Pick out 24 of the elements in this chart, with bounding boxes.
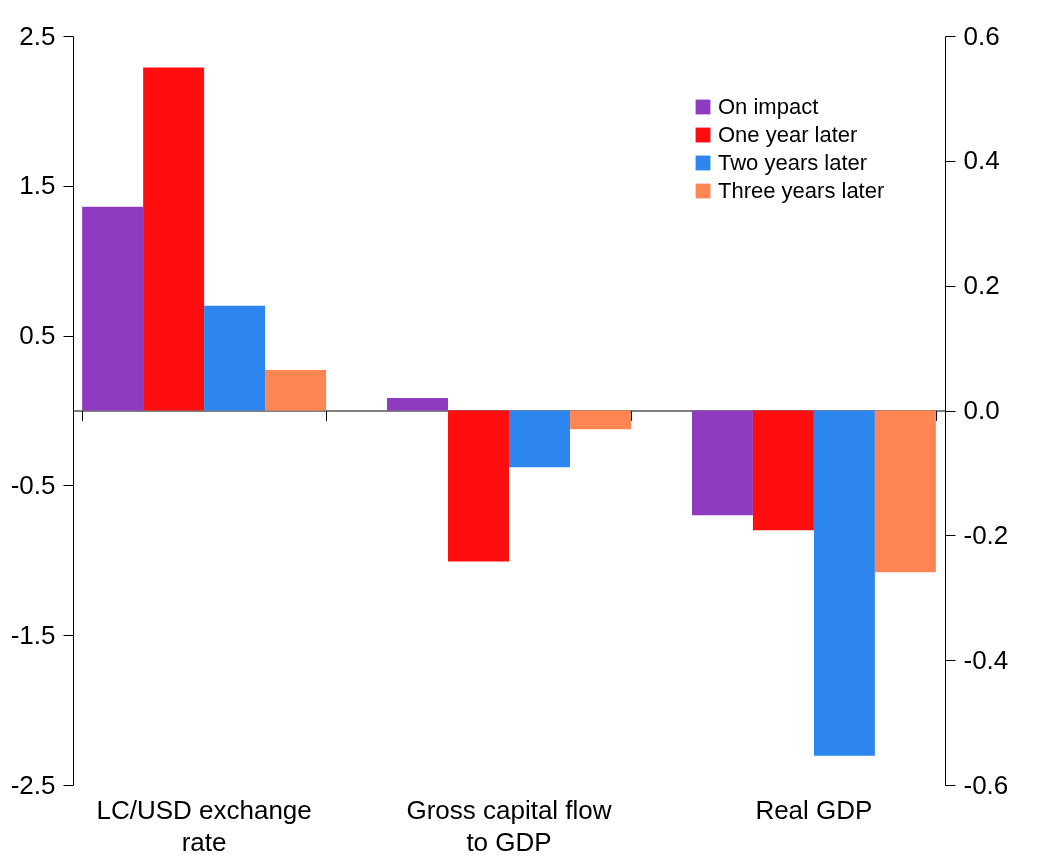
y-tick-label: 1.5 bbox=[19, 170, 56, 201]
y-tick-label: -0.5 bbox=[10, 469, 56, 500]
y-tick-label: -2.5 bbox=[10, 769, 56, 800]
bar bbox=[143, 67, 205, 411]
y2-tick-label: 0.6 bbox=[963, 20, 1000, 51]
y-tick-label: 0.5 bbox=[19, 320, 56, 351]
bar bbox=[204, 305, 266, 411]
y2-tick-label: 0.4 bbox=[963, 145, 1000, 176]
y2-tick-label: 0.2 bbox=[963, 270, 1000, 301]
y-tick-label: 2.5 bbox=[19, 20, 56, 51]
y2-tick-label: 0.0 bbox=[963, 395, 1000, 425]
y-tick-label: -1.5 bbox=[10, 619, 56, 650]
legend-label: On impact bbox=[718, 94, 819, 119]
legend-label: Two years later bbox=[718, 150, 868, 175]
y2-tick-label: -0.2 bbox=[963, 519, 1009, 550]
legend-label: Three years later bbox=[718, 178, 885, 203]
x-tick-label: Real GDP bbox=[755, 794, 873, 825]
bar bbox=[82, 206, 144, 411]
y2-tick-label: -0.4 bbox=[963, 644, 1009, 675]
x-tick-label: LC/USD exchange rate bbox=[96, 794, 312, 857]
legend-label: One year later bbox=[718, 122, 858, 147]
x-tick-label: Gross capital flow to GDP bbox=[406, 794, 612, 857]
bar bbox=[265, 370, 327, 411]
y2-tick-label: -0.6 bbox=[963, 769, 1009, 800]
